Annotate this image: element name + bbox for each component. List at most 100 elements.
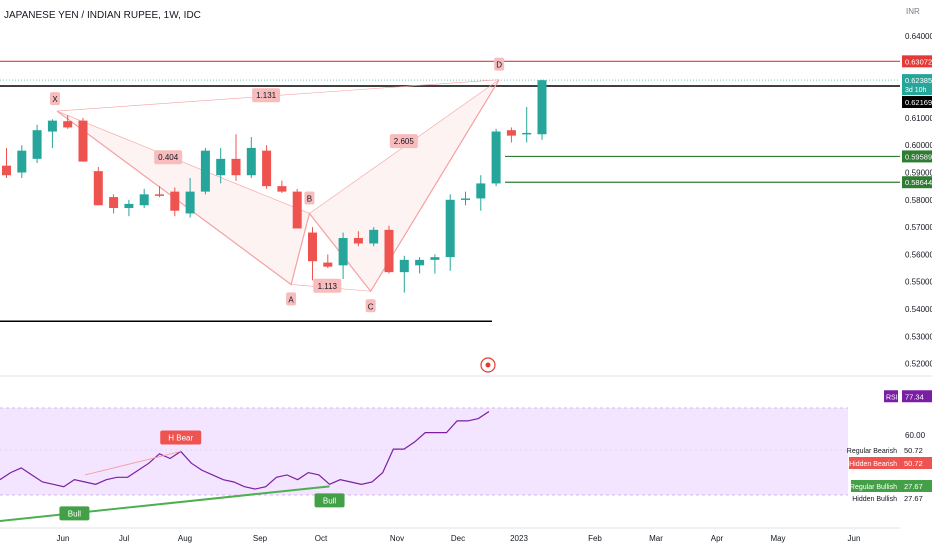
rsi-name: RSI	[886, 394, 898, 401]
rsi-tick: 60.00	[905, 431, 926, 440]
pattern-point-box	[286, 292, 297, 306]
ratio-label: 1.113	[313, 278, 342, 293]
legend-bg	[851, 480, 932, 492]
candle	[231, 134, 241, 181]
price-axis[interactable]: 0.64000 0.61000 0.60000 0.59000 0.58000 0.570…	[847, 32, 932, 503]
candle-body	[93, 171, 103, 206]
candle	[537, 79, 547, 140]
candle	[93, 167, 103, 206]
currency-label: INR	[906, 7, 920, 16]
rsi-legend-row: Regular Bullish 27.67	[850, 480, 932, 492]
candle	[63, 115, 73, 129]
divergence-label: H Bear	[160, 430, 202, 445]
candle-body	[124, 203, 134, 208]
divergence-text: Bull	[68, 509, 82, 518]
rsi-panel: H Bear Bull Bull	[0, 410, 490, 522]
candle	[338, 232, 348, 279]
candle	[185, 177, 195, 218]
candle-body	[353, 238, 363, 244]
time-tick: Jun	[57, 534, 70, 543]
price-tick: 0.60000	[905, 141, 932, 150]
legend-name: Hidden Bullish	[852, 496, 897, 503]
level-tag-green-1-text: 0.59589	[905, 152, 932, 161]
time-axis[interactable]: Jun Jul Aug Sep Oct Nov Dec 2023 Feb Mar Apr May Jun	[0, 527, 900, 543]
ratio-label: 0.404	[154, 150, 183, 165]
candle	[277, 180, 287, 193]
chart-title: JAPANESE YEN / INDIAN RUPEE, 1W, IDC	[4, 10, 201, 21]
candle-body	[506, 130, 516, 136]
rsi-value-tag: RSI 77.34	[884, 390, 932, 403]
candle-body	[139, 194, 149, 206]
ratio-box	[389, 134, 418, 149]
rsi-line	[0, 410, 490, 490]
rsi-value-box	[902, 390, 932, 403]
time-tick: Mar	[649, 534, 663, 543]
candle	[216, 147, 226, 184]
price-tick: 0.56000	[905, 250, 932, 259]
time-tick: Apr	[711, 534, 724, 543]
time-tick: 2023	[510, 534, 528, 543]
candle-body	[430, 257, 440, 260]
pattern-point-box	[494, 57, 505, 71]
candle	[78, 117, 88, 162]
price-tick: 0.52000	[905, 360, 932, 369]
candle-body	[323, 262, 333, 267]
rsi-zone	[0, 408, 848, 495]
countdown-text: 3d 10h	[905, 87, 927, 94]
level-tag-red-text: 0.63072	[905, 57, 932, 66]
level-tag-green-2-box	[902, 176, 932, 189]
pattern-point-B: B	[304, 191, 315, 205]
candle	[109, 194, 119, 214]
level-tag-black: 0.62169	[902, 95, 932, 108]
price-tick: 0.61000	[905, 114, 932, 123]
rsi-band	[0, 375, 932, 496]
level-tag-black-box	[902, 95, 932, 108]
ratio-box	[154, 150, 183, 165]
candle	[430, 254, 440, 274]
candle	[308, 227, 317, 281]
level-tag-green-2-text: 0.58644	[905, 178, 932, 187]
time-tick: May	[770, 534, 785, 543]
candle-body	[170, 191, 180, 211]
ratio-text: 0.404	[158, 153, 179, 162]
divergence-text: H Bear	[168, 433, 193, 442]
ratio-label: 2.605	[389, 134, 418, 149]
current-price-tag: 0.62385 3d 10h	[902, 74, 932, 96]
candle-body	[109, 197, 119, 208]
time-tick: Sep	[253, 534, 268, 543]
pattern-point-label: A	[288, 295, 294, 304]
candle-body	[32, 130, 42, 159]
candle-body	[155, 194, 164, 196]
pattern-point-box	[304, 191, 315, 205]
candle-body	[277, 186, 287, 192]
candle	[32, 124, 42, 163]
candle-body	[216, 158, 226, 176]
candle	[445, 194, 455, 271]
candles	[2, 79, 547, 293]
candle-body	[262, 150, 272, 187]
divergence-box	[314, 493, 345, 508]
legend-bg	[849, 457, 932, 469]
divergence-label: Bull	[59, 506, 90, 521]
level-tag-green-2: 0.58644	[902, 176, 932, 189]
legend-value: 27.67	[904, 482, 923, 491]
time-tick: Nov	[390, 534, 404, 543]
candle-body	[476, 183, 486, 199]
time-tick: Jul	[119, 534, 129, 543]
candle-body	[369, 229, 379, 244]
ratio-text: 2.605	[394, 137, 415, 146]
candle-body	[522, 132, 532, 135]
candle	[2, 147, 11, 178]
time-tick: Jun	[848, 534, 861, 543]
level-tag-red: 0.63072	[902, 55, 932, 68]
time-tick: Feb	[588, 534, 602, 543]
candle-body	[246, 147, 256, 176]
pattern-point-label: X	[52, 95, 58, 104]
target-marker-icon[interactable]	[480, 357, 496, 373]
rsi-legend-row: Hidden Bearish 50.72	[849, 457, 932, 469]
pattern-point-X: X	[49, 92, 60, 106]
candle-body	[308, 232, 317, 262]
divergence-box	[59, 506, 90, 521]
price-tick: 0.55000	[905, 278, 932, 287]
